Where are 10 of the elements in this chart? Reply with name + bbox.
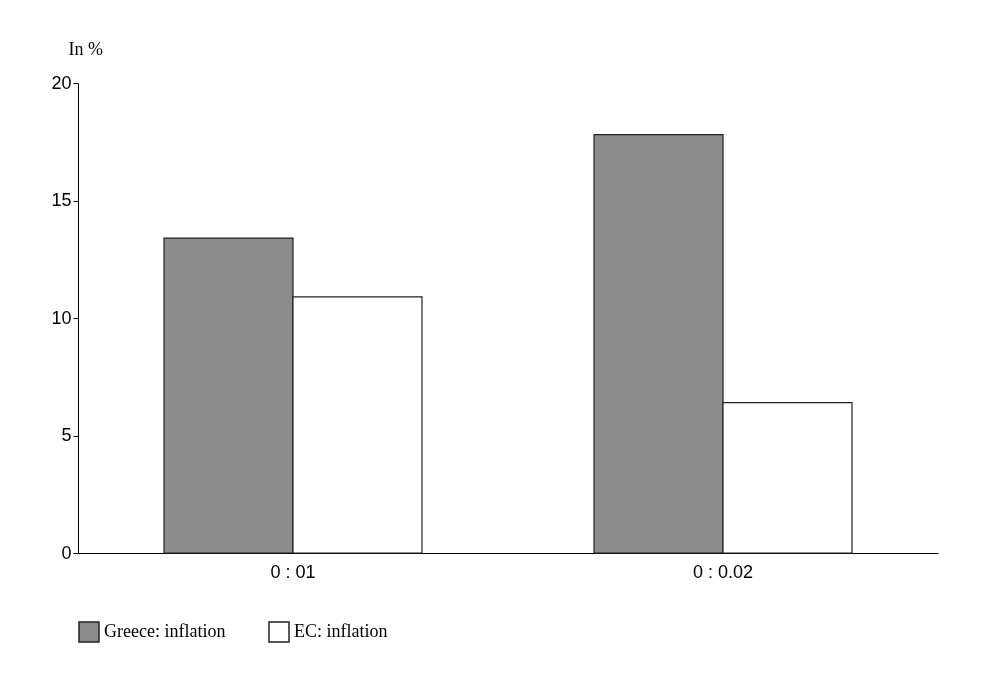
y-tick-label: 0 [61,542,72,563]
x-tick-label: 0 : 01 [270,561,316,582]
y-tick-label: 20 [51,72,72,93]
y-axis-title: In % [68,38,103,59]
x-tick-label: 0 : 0.02 [692,561,754,582]
y-tick-label: 5 [61,425,72,445]
y-tick-label: 10 [51,307,72,328]
y-tick-label: 15 [51,190,72,210]
legend-label: Greece: inflation [104,621,226,641]
legend-label: EC: inflation [294,621,388,641]
